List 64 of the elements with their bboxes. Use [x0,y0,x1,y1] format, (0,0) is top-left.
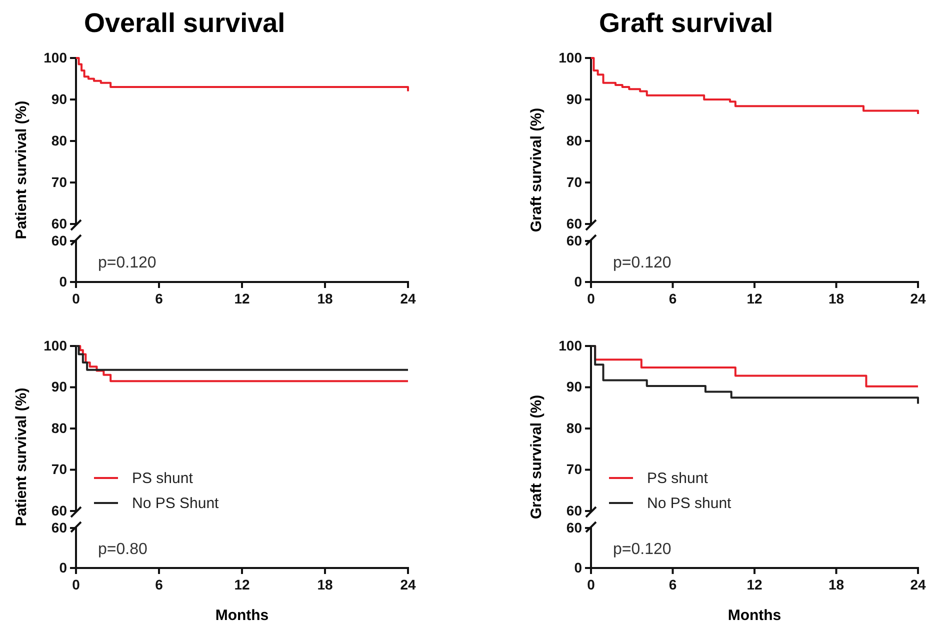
x-axis-title: Months [215,607,269,624]
annotation: p=0.80 [98,541,148,558]
y-tick-label: 90 [51,378,68,395]
x-tick-label: 6 [155,576,164,593]
y-tick-label: 90 [51,90,68,107]
y-tick-label: 80 [51,420,68,436]
y-tick-label: 60 [51,215,68,232]
y-tick-label: 70 [51,174,68,190]
y-tick-label: 60 [51,519,68,536]
x-tick-label: 12 [746,576,762,593]
annotation: p=0.120 [613,254,672,272]
legend-label: PS shunt [132,470,194,487]
x-tick-label: 24 [400,576,416,593]
y-tick-label: 0 [574,559,582,576]
x-tick-label: 12 [234,576,250,593]
y-tick-label: 60 [51,502,68,518]
x-tick-label: 12 [746,290,762,307]
y-tick-label: 70 [566,461,582,478]
y-tick-label: 70 [566,174,582,190]
x-tick-label: 18 [317,576,333,593]
y-tick-label: 0 [59,273,68,290]
y-tick-label: 60 [566,232,582,248]
x-tick-label: 0 [72,290,80,307]
x-tick-label: 18 [828,576,844,593]
x-tick-label: 0 [587,290,596,307]
legend-label: PS shunt [647,470,709,487]
y-tick-label: 100 [44,49,68,66]
x-tick-label: 0 [72,576,80,593]
x-tick-label: 18 [317,290,333,307]
annotation: p=0.120 [613,541,672,558]
y-tick-label: 60 [51,232,68,248]
x-tick-label: 6 [668,576,677,593]
y-tick-label: 90 [566,378,582,395]
x-tick-label: 24 [910,576,926,593]
x-tick-label: 0 [587,576,596,593]
x-tick-label: 24 [910,290,926,307]
legend-label: No PS shunt [647,495,732,512]
x-axis-title: Months [728,607,782,624]
y-tick-label: 90 [566,90,582,107]
annotation: p=0.120 [98,254,156,272]
y-axis-title: Graft survival (%) [528,394,545,520]
y-tick-label: 60 [566,215,582,232]
y-tick-label: 0 [574,273,582,290]
x-tick-label: 12 [234,290,250,307]
x-tick-label: 18 [828,290,844,307]
y-axis-title: Patient survival (%) [13,388,30,526]
y-tick-label: 80 [566,132,582,148]
y-axis-title: Graft survival (%) [528,108,545,232]
y-tick-label: 60 [566,519,582,536]
y-tick-label: 100 [558,49,582,66]
chart-title: Graft survival [599,8,774,38]
y-tick-label: 60 [566,502,582,518]
y-tick-label: 70 [51,461,68,478]
y-tick-label: 80 [566,420,582,436]
chart-title: Overall survival [84,8,286,38]
y-axis-title: Patient survival (%) [13,100,30,240]
y-tick-label: 0 [59,559,68,576]
y-tick-label: 100 [558,337,582,354]
x-tick-label: 24 [400,290,416,307]
y-tick-label: 80 [51,132,68,148]
legend-label: No PS Shunt [132,495,220,512]
x-tick-label: 6 [668,290,677,307]
x-tick-label: 6 [155,290,164,307]
y-tick-label: 100 [44,337,68,354]
